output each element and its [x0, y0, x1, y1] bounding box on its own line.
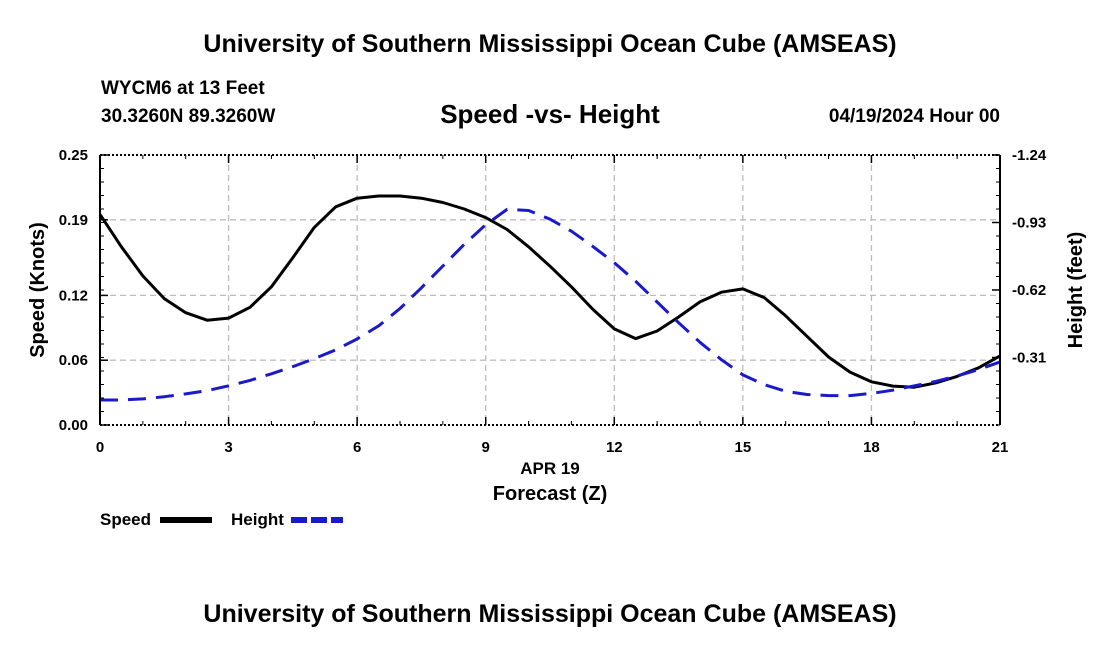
- x-axis-date-label: APR 19: [520, 459, 580, 478]
- y-tick-label: 0.25: [59, 147, 88, 164]
- y2-tick-label: -0.31: [1012, 350, 1046, 367]
- y2-tick-label: -0.93: [1012, 215, 1046, 232]
- x-tick-label: 21: [992, 439, 1009, 456]
- y-tick-label: 0.06: [59, 352, 88, 369]
- legend: Speed Height: [100, 510, 343, 529]
- x-tick-label: 15: [735, 439, 752, 456]
- x-tick-label: 3: [224, 439, 232, 456]
- legend-label-height: Height: [231, 510, 284, 529]
- y2-tick-label: -0.62: [1012, 282, 1046, 299]
- legend-label-speed: Speed: [100, 510, 151, 529]
- x-tick-label: 6: [353, 439, 361, 456]
- y-axis-title: Speed (Knots): [27, 222, 49, 358]
- speed-series-line: [98, 194, 1001, 389]
- coordinates-label: 30.3260N 89.3260W: [101, 106, 276, 127]
- axis-ticks: [99, 154, 1001, 426]
- forecast-datetime: 04/19/2024 Hour 00: [828, 106, 1000, 127]
- y2-tick-label: -1.24: [1012, 147, 1047, 164]
- y-tick-label: 0.12: [59, 287, 88, 304]
- y-tick-label: 0.19: [59, 212, 88, 229]
- x-axis-title: Forecast (Z): [493, 483, 607, 505]
- axis-labels: 0 3 6 9 12 15 18 21 0.00 0.06 0.12 0.19 0.25 -0.31 -0.…: [27, 147, 1087, 505]
- grid-lines: [100, 155, 1000, 425]
- chart-subtitle: Speed -vs- Height: [440, 99, 660, 129]
- station-label: WYCM6 at 13 Feet: [101, 78, 265, 99]
- y-tick-label: 0.00: [59, 417, 88, 434]
- height-series-line: [100, 207, 1001, 402]
- x-tick-label: 0: [96, 439, 104, 456]
- chart-title: University of Southern Mississippi Ocean…: [203, 30, 897, 58]
- y2-axis-title: Height (feet): [1065, 232, 1087, 349]
- series-lines: [98, 194, 1001, 402]
- x-tick-label: 12: [606, 439, 623, 456]
- x-tick-label: 9: [482, 439, 490, 456]
- footer-title: University of Southern Mississippi Ocean…: [203, 600, 897, 628]
- x-tick-label: 18: [863, 439, 880, 456]
- plot-frame: [99, 154, 1001, 426]
